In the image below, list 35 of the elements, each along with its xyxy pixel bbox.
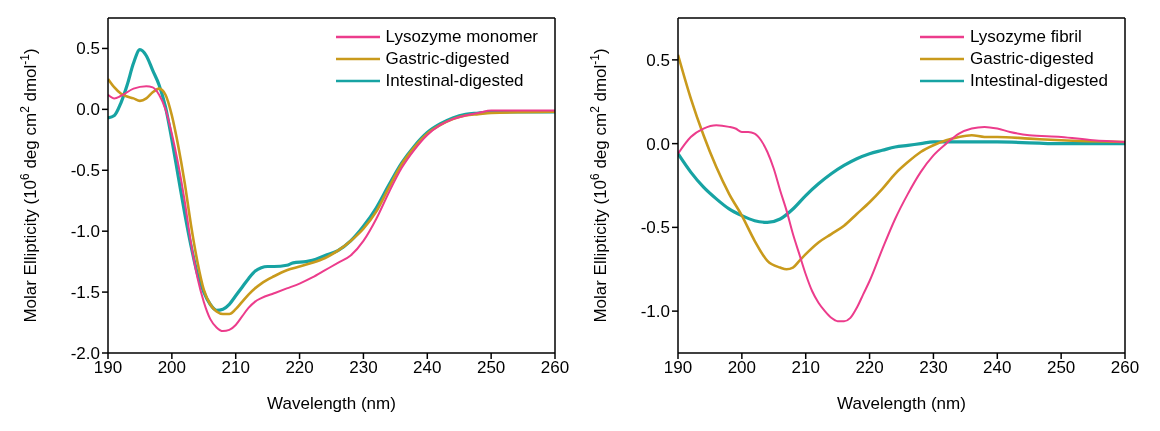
x-tick-label: 220 bbox=[855, 358, 884, 378]
y-tick-label: 0.0 bbox=[646, 134, 670, 154]
x-axis-title: Wavelength (nm) bbox=[837, 394, 966, 413]
y-tick-label: 0.0 bbox=[76, 100, 100, 120]
legend-label: Intestinal-digested bbox=[385, 70, 524, 92]
x-tick-label: 250 bbox=[1046, 358, 1076, 378]
x-tick-label: 230 bbox=[349, 358, 378, 378]
line-series bbox=[678, 140, 1125, 224]
x-tick-label: 190 bbox=[663, 358, 693, 378]
y-tick-label: -0.5 bbox=[70, 161, 100, 181]
legend-label: Lysozyme fibril bbox=[970, 26, 1082, 48]
x-tick-label: 230 bbox=[919, 358, 948, 378]
x-axis-title: Wavelength (nm) bbox=[267, 394, 396, 413]
y-tick-label: -1.0 bbox=[640, 302, 670, 322]
line-series bbox=[678, 124, 1125, 323]
legend-label: Lysozyme monomer bbox=[385, 26, 538, 48]
y-tick-label: -1.5 bbox=[70, 283, 100, 303]
x-tick-label: 240 bbox=[413, 358, 442, 378]
y-tick-label: -0.5 bbox=[640, 218, 670, 238]
x-tick-label: 200 bbox=[157, 358, 187, 378]
x-tick-label: 260 bbox=[540, 358, 570, 378]
legend-label: Gastric-digested bbox=[970, 48, 1094, 70]
x-tick-label: 190 bbox=[93, 358, 123, 378]
x-tick-label: 210 bbox=[791, 358, 820, 378]
x-tick-label: 200 bbox=[727, 358, 757, 378]
legend-label: Gastric-digested bbox=[385, 48, 510, 70]
y-tick-label: -1.0 bbox=[70, 222, 100, 242]
x-tick-label: 210 bbox=[221, 358, 250, 378]
x-tick-label: 250 bbox=[476, 358, 506, 378]
y-tick-label: 0.5 bbox=[646, 50, 670, 70]
y-tick-label: 0.5 bbox=[76, 39, 100, 59]
x-tick-label: 220 bbox=[285, 358, 314, 378]
x-tick-label: 240 bbox=[983, 358, 1012, 378]
x-tick-label: 260 bbox=[1110, 358, 1140, 378]
legend-label: Intestinal-digested bbox=[970, 70, 1108, 92]
